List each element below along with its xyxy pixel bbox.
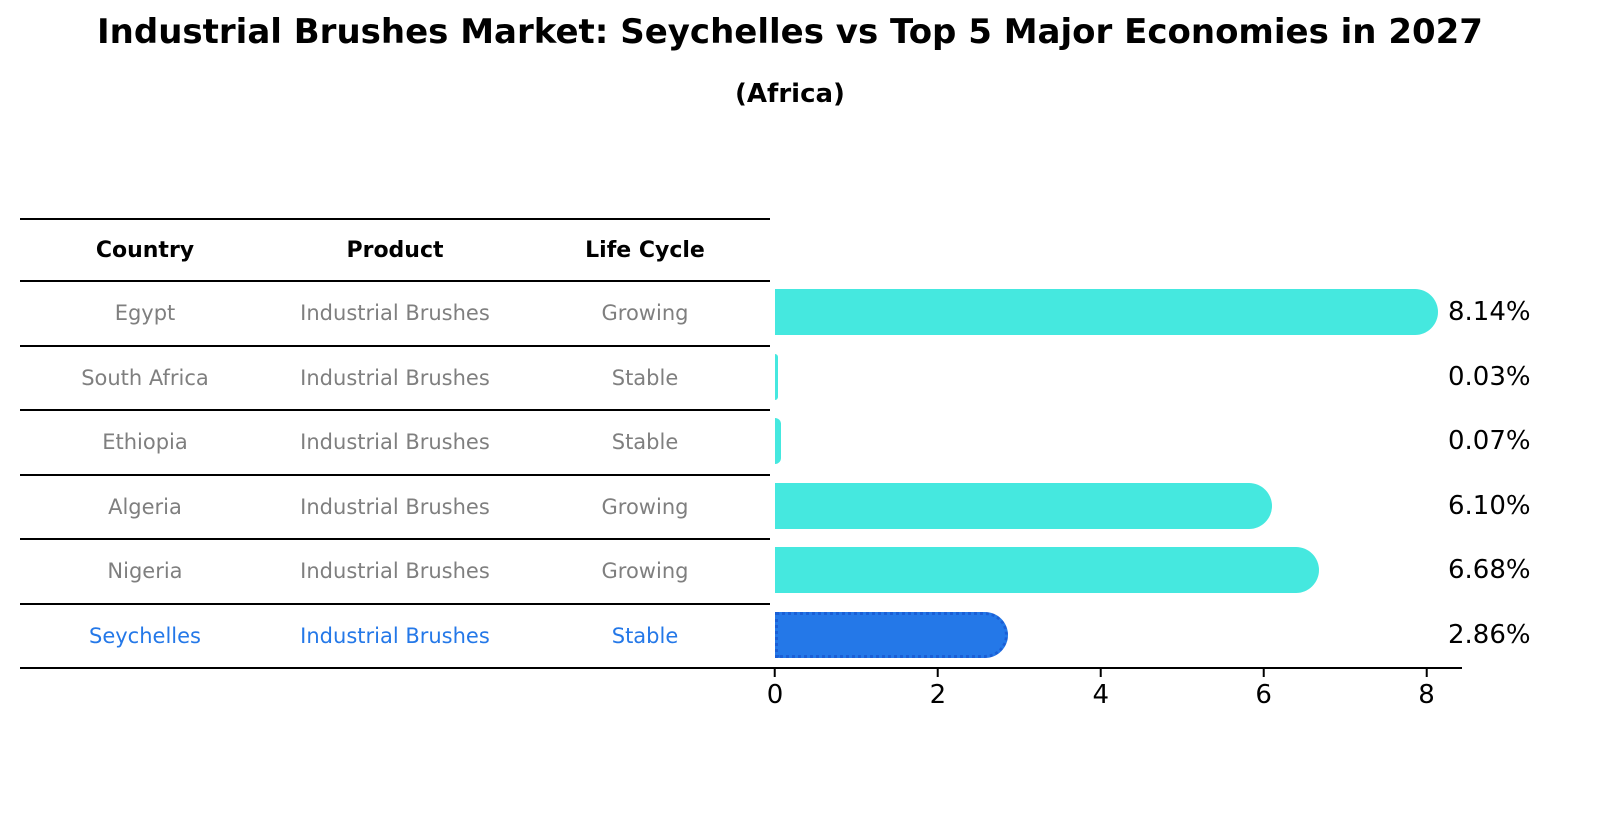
x-tick: 2: [929, 669, 947, 710]
cell-product: Industrial Brushes: [300, 365, 490, 390]
x-tick-label: 4: [1092, 680, 1110, 710]
x-tick: 4: [1092, 669, 1109, 710]
x-tick: 0: [766, 669, 784, 710]
bar-value-label: 6.10%: [1448, 490, 1531, 521]
bar-value-label: 0.07%: [1448, 426, 1531, 457]
x-tick: 8: [1418, 669, 1435, 710]
x-tick-mark: [1425, 669, 1428, 677]
cell-country: Ethiopia: [102, 430, 188, 455]
cell-product: Industrial Brushes: [300, 494, 490, 519]
bar-seychelles: [775, 611, 1008, 658]
cell-product: Industrial Brushes: [300, 430, 490, 455]
table-row: Egypt Industrial Brushes Growing: [20, 280, 770, 345]
table-row: Seychelles Industrial Brushes Stable: [20, 602, 770, 668]
cell-life-cycle: Stable: [611, 365, 679, 390]
cell-life-cycle: Growing: [601, 301, 689, 326]
table-row: Nigeria Industrial Brushes Growing: [20, 538, 770, 603]
cell-country: Algeria: [108, 494, 182, 519]
x-tick-mark: [1099, 669, 1102, 677]
bar-chart: [775, 280, 1455, 667]
x-tick-mark: [936, 669, 939, 677]
cell-life-cycle: Growing: [601, 559, 689, 584]
x-axis-line: [760, 667, 1462, 669]
bar-value-label: 6.68%: [1448, 555, 1531, 586]
chart-subtitle: (Africa): [735, 79, 845, 109]
table-header-country: Country: [95, 237, 195, 263]
cell-country: Seychelles: [89, 623, 201, 648]
cell-country: Nigeria: [107, 559, 183, 584]
value-label-column: 8.14% 0.03% 0.07% 6.10% 6.68% 2.86%: [1448, 280, 1618, 667]
x-tick-label: 0: [766, 680, 784, 710]
table-row: Ethiopia Industrial Brushes Stable: [20, 409, 770, 474]
chart-title: Industrial Brushes Market: Seychelles vs…: [97, 12, 1483, 52]
table-header-life-cycle: Life Cycle: [585, 237, 705, 263]
table-row: Algeria Industrial Brushes Growing: [20, 473, 770, 539]
bar-algeria: [775, 482, 1272, 529]
bar-row: [775, 409, 1455, 474]
bar-south-africa: [775, 353, 779, 400]
bar-row: [775, 280, 1455, 345]
table-header-product: Product: [346, 237, 444, 263]
cell-country: Egypt: [114, 301, 176, 326]
cell-life-cycle: Stable: [611, 430, 679, 455]
x-tick-mark: [773, 669, 776, 677]
bar-row: [775, 603, 1455, 668]
table-row: South Africa Industrial Brushes Stable: [20, 344, 770, 410]
bar-ethiopia: [775, 418, 781, 465]
cell-life-cycle: Stable: [611, 623, 679, 648]
x-tick-mark: [1262, 669, 1265, 677]
cell-product: Industrial Brushes: [300, 559, 490, 584]
x-tick-label: 2: [929, 680, 947, 710]
cell-life-cycle: Growing: [601, 494, 689, 519]
x-tick: 6: [1255, 669, 1272, 710]
x-tick-label: 6: [1255, 680, 1272, 710]
cell-product: Industrial Brushes: [300, 301, 490, 326]
cell-product: Industrial Brushes: [300, 623, 490, 648]
bar-row: [775, 345, 1455, 410]
bar-nigeria: [775, 547, 1319, 594]
country-table: Country Product Life Cycle Egypt Industr…: [20, 218, 770, 669]
bar-row: [775, 538, 1455, 603]
x-axis-ticks: 0 2 4 6 8: [767, 669, 1455, 719]
bar-value-label: 0.03%: [1448, 361, 1531, 392]
cell-country: South Africa: [81, 365, 209, 390]
bar-value-label: 2.86%: [1448, 619, 1531, 650]
bar-value-label: 8.14%: [1448, 297, 1531, 328]
bar-egypt: [775, 289, 1438, 336]
x-tick-label: 8: [1418, 680, 1435, 710]
bar-row: [775, 474, 1455, 539]
table-header-row: Country Product Life Cycle: [20, 218, 770, 280]
